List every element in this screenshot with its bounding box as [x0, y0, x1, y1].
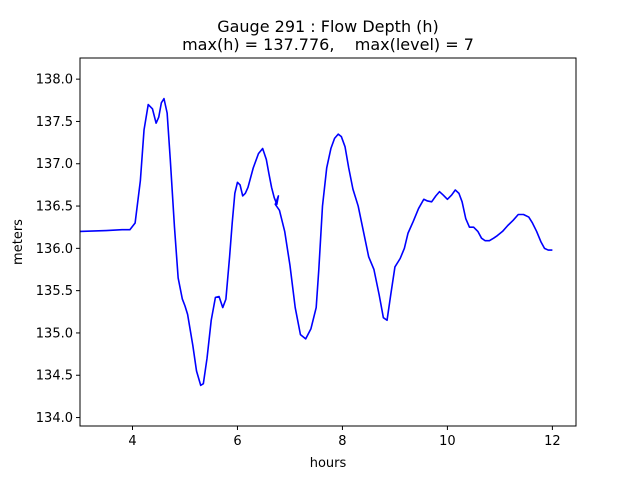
y-axis-label: meters: [11, 219, 26, 265]
y-tick-label: 134.5: [36, 369, 73, 384]
x-tick-label: 10: [439, 434, 456, 449]
y-tick-label: 136.5: [36, 200, 73, 215]
plot-frame: [79, 57, 577, 427]
y-axis-ticks: 134.0 134.5 135.0 135.5 136.0 136.5 137.0 137.5…: [36, 73, 80, 426]
chart-title-line1: Gauge 291 : Flow Depth (h): [217, 17, 439, 36]
x-axis-ticks: 4 6 8 10 12: [128, 426, 561, 449]
y-tick-label: 134.0: [36, 411, 73, 426]
x-tick-label: 8: [338, 434, 346, 449]
chart-title-line2: max(h) = 137.776, max(level) = 7: [182, 35, 474, 54]
x-tick-label: 12: [544, 434, 561, 449]
x-axis-label: hours: [310, 456, 347, 471]
y-tick-label: 135.5: [36, 284, 73, 299]
flow-depth-series-line: [79, 97, 553, 387]
x-tick-label: 4: [128, 434, 136, 449]
x-tick-label: 6: [233, 434, 241, 449]
y-tick-label: 136.0: [36, 242, 73, 257]
y-tick-label: 137.5: [36, 115, 73, 130]
y-tick-label: 138.0: [36, 73, 73, 88]
y-tick-label: 137.0: [36, 157, 73, 172]
y-tick-label: 135.0: [36, 326, 73, 341]
